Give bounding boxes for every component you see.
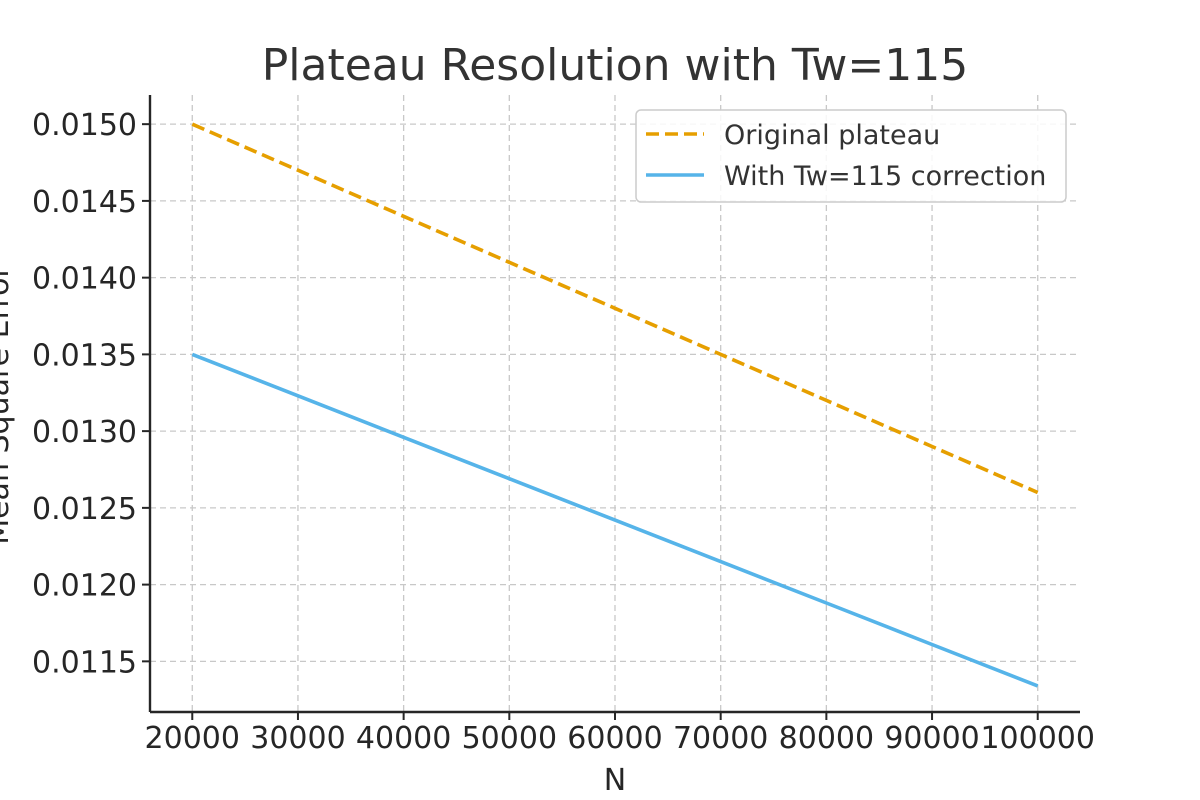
series-lines — [191, 122, 1039, 688]
y-tick-label: 0.0120 — [32, 569, 137, 604]
chart-title: Plateau Resolution with Tw=115 — [262, 40, 969, 91]
series-line-2 — [191, 352, 1039, 688]
x-tick-label: 30000 — [250, 721, 345, 756]
y-tick-label: 0.0130 — [32, 415, 137, 450]
legend-box — [635, 109, 1067, 203]
legend-label: Original plateau — [724, 120, 940, 151]
legend: Original plateau With Tw=115 correction — [635, 109, 1067, 203]
x-tick-label: 80000 — [779, 721, 874, 756]
x-tick-label: 100000 — [980, 721, 1095, 756]
y-tick-label: 0.0140 — [32, 262, 137, 297]
x-axis-label: N — [604, 763, 626, 798]
y-tick-label: 0.0115 — [32, 645, 137, 680]
y-tick-label: 0.0150 — [32, 108, 137, 143]
legend-label: With Tw=115 correction — [724, 161, 1046, 192]
x-tick-label: 70000 — [673, 721, 768, 756]
x-tick-label: 20000 — [145, 721, 240, 756]
y-tick-label: 0.0145 — [32, 185, 137, 220]
x-tick-label: 90000 — [884, 721, 979, 756]
y-tick-label: 0.0135 — [32, 338, 137, 373]
y-axis-label: Mean Square Error — [0, 265, 16, 545]
x-tick-label: 40000 — [356, 721, 451, 756]
y-tick-label: 0.0125 — [32, 492, 137, 527]
axes: 20000 30000 40000 50000 60000 70000 80000 90000… — [32, 95, 1095, 756]
x-tick-label: 60000 — [567, 721, 662, 756]
x-tick-label: 50000 — [462, 721, 557, 756]
series-line-1 — [191, 122, 1039, 495]
